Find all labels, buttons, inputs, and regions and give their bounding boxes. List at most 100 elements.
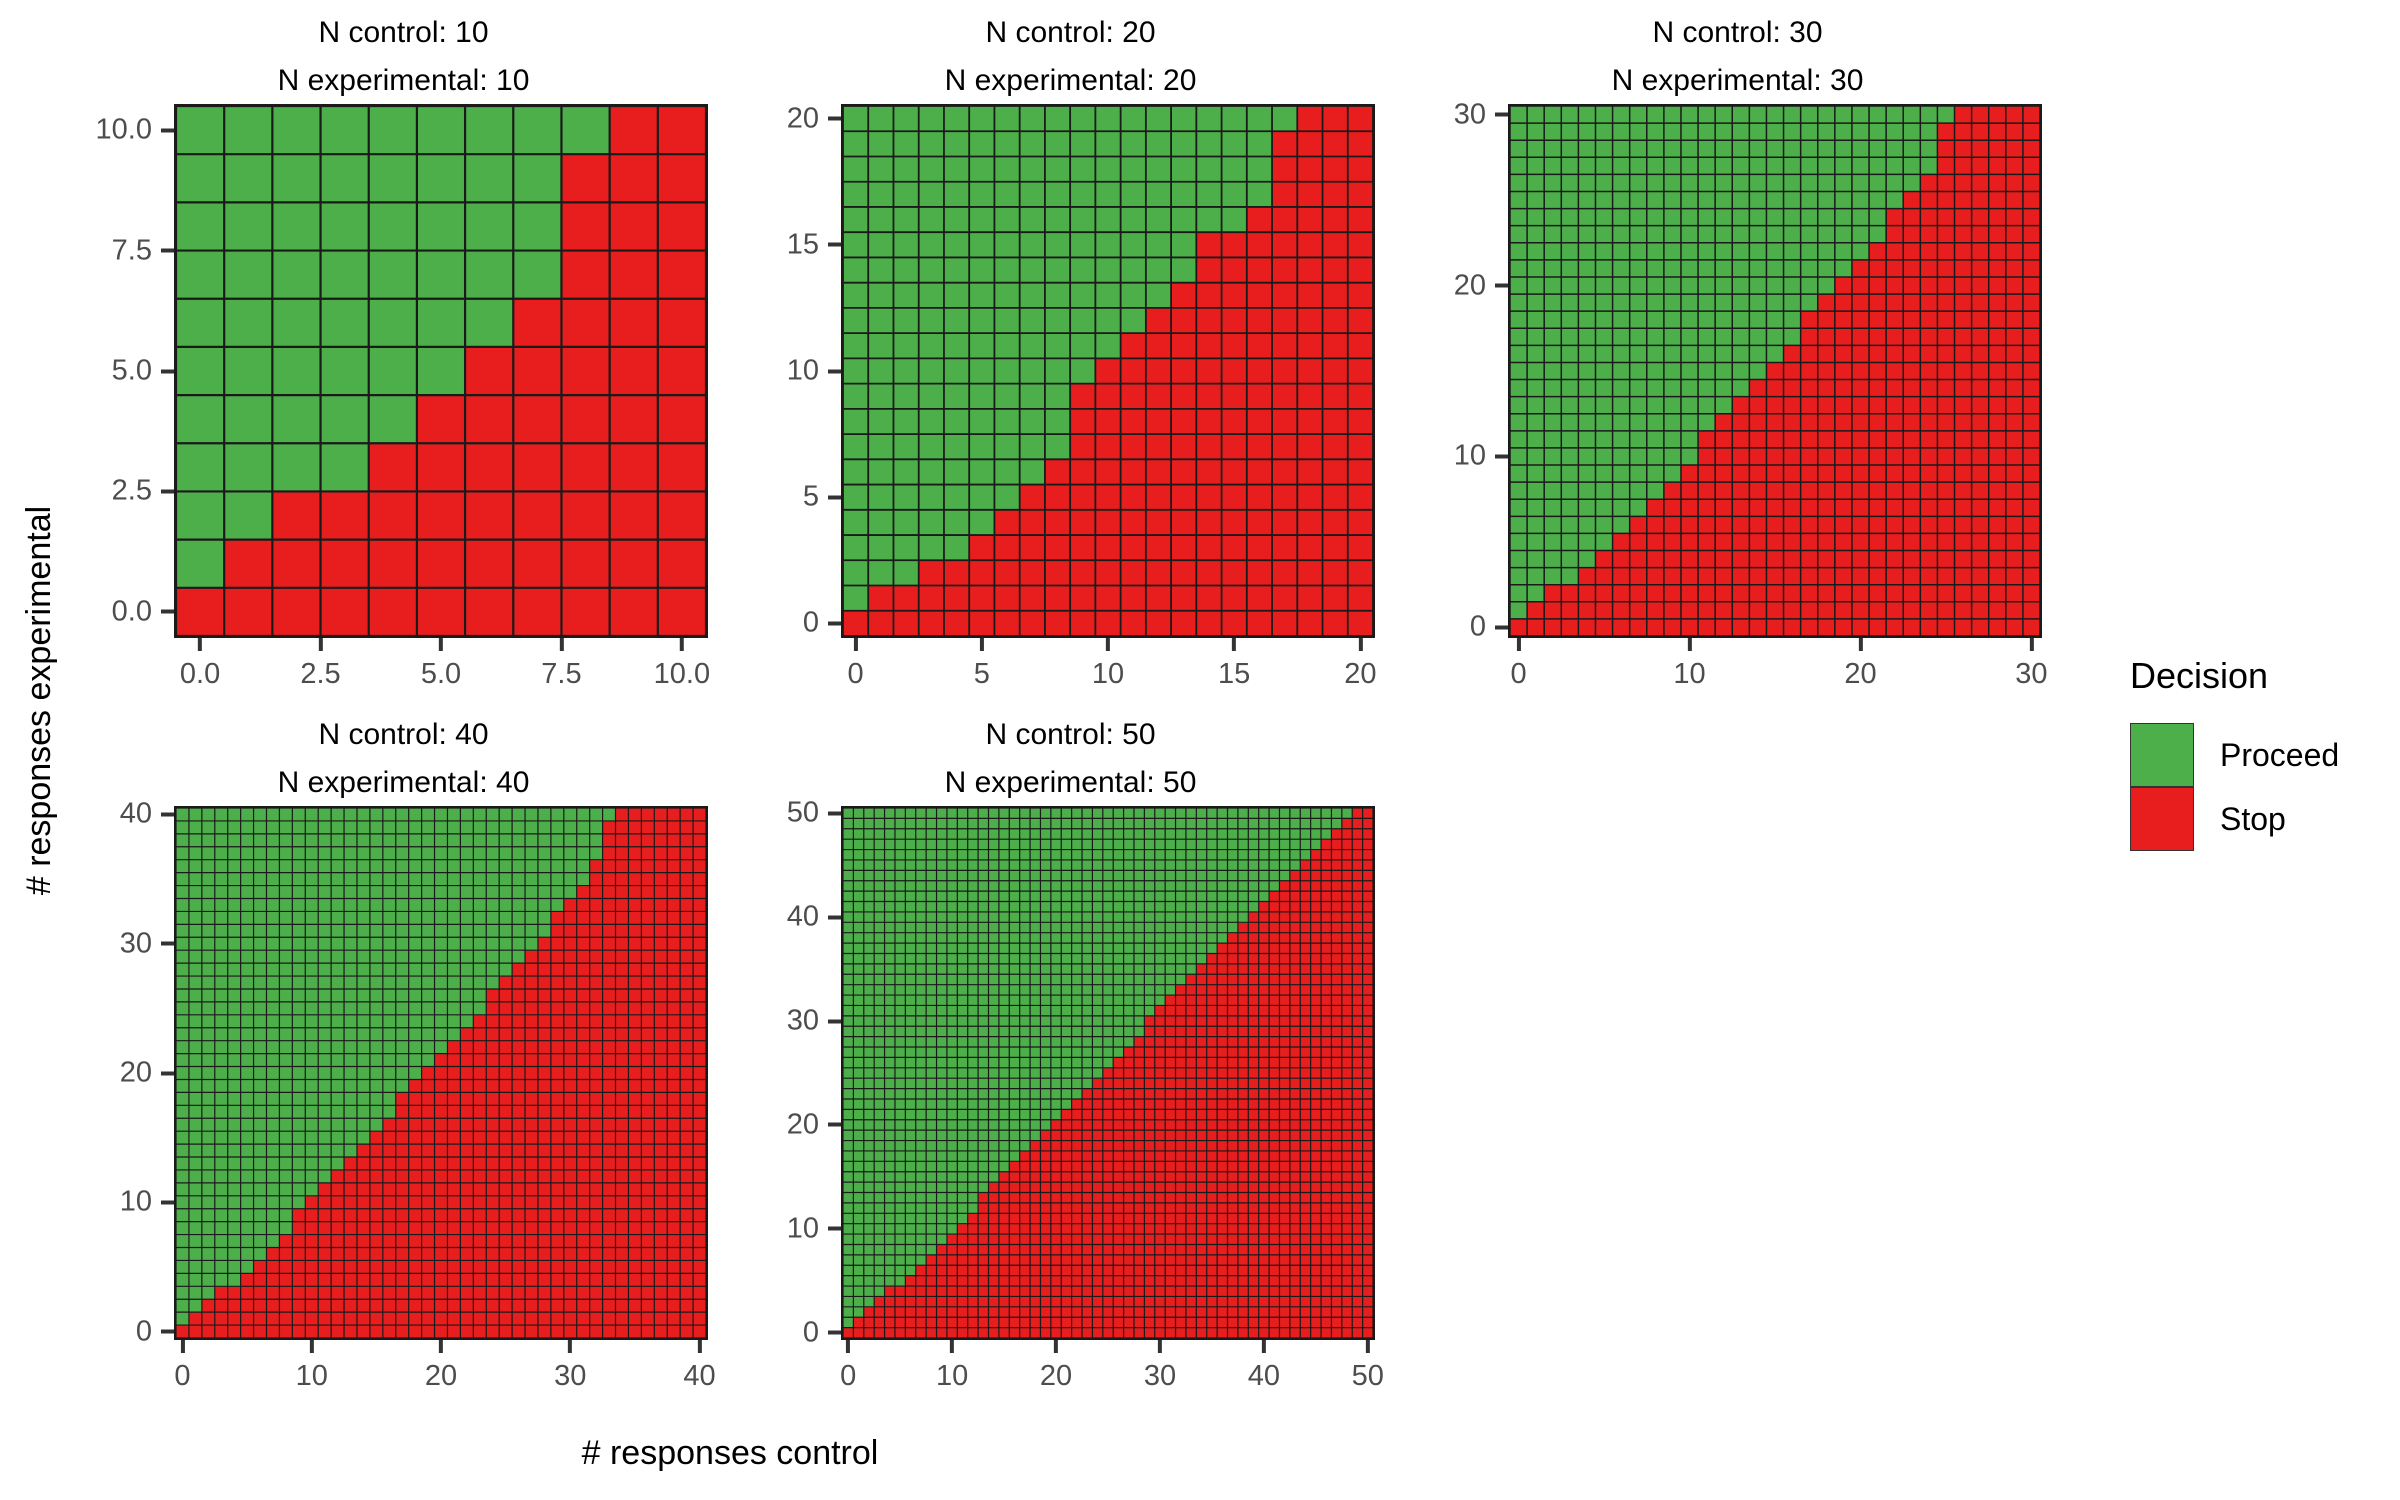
x-tick-label: 2.5 [300,658,341,690]
y-axis: 0.0 2.5 5.0 7.5 10.0 [70,104,174,638]
y-tick: 30 [1454,98,1508,131]
x-tick-label: 0 [840,1360,857,1392]
x-tick: 5 [974,638,990,691]
heatmap-panel [174,104,708,638]
x-tick-label: 40 [1247,1360,1281,1392]
x-tick-label: 20 [1844,658,1877,690]
y-tick-label: 40 [119,797,152,830]
y-tick: 5 [803,481,841,514]
y-tick: 0 [803,1316,841,1349]
y-tick-label: 5 [802,480,819,513]
x-tick-mark [1516,638,1521,651]
x-tick-mark [309,1340,314,1353]
legend: Decision Proceed Stop [2130,655,2392,851]
x-tick-mark [853,638,858,651]
x-tick: 40 [683,1340,716,1393]
legend-label-proceed: Proceed [2220,736,2340,773]
y-tick-label: 10 [786,1212,819,1245]
y-tick-mark [1495,283,1508,288]
x-tick-label: 30 [2015,658,2048,690]
y-tick-label: 2.5 [111,474,152,507]
y-tick-label: 10 [1453,439,1486,472]
x-tick-mark [950,1340,955,1353]
y-tick-mark [161,1200,174,1205]
y-tick: 2.5 [112,475,174,508]
x-tick-label: 50 [1351,1360,1384,1392]
x-tick-label: 10 [1673,658,1706,690]
x-tick-label: 0.0 [179,658,221,690]
x-tick-mark [180,1340,185,1353]
y-tick: 0 [1470,611,1508,644]
facet-grid: N control: 10 N experimental: 10 0.0 2.5 5.0… [70,10,2100,1420]
facet-strip-experimental: N experimental: 30 [1404,58,2071,104]
y-tick-mark [828,1019,841,1024]
y-tick: 20 [787,1108,841,1141]
heatmap-panel [174,806,708,1340]
y-tick-label: 20 [786,1108,819,1141]
x-tick: 0 [848,638,864,691]
y-tick-mark [828,242,841,247]
y-tick: 7.5 [112,234,174,267]
x-tick-label: 0 [847,658,864,690]
facet-row-bottom: N control: 40 N experimental: 40 0 10 20 30 40… [70,712,2100,1414]
x-tick: 30 [1144,1340,1176,1393]
x-tick-label: 10 [1091,658,1125,690]
legend-item-proceed[interactable]: Proceed [2130,723,2392,787]
y-tick-mark [828,495,841,500]
x-axis: 0 10 20 30 40 50 [840,1340,1384,1414]
y-tick-mark [828,811,841,816]
y-tick: 10 [787,1212,841,1245]
y-tick-mark [828,369,841,373]
heatmap-canvas [843,808,1373,1338]
x-tick-label: 20 [1344,658,1377,690]
y-tick-mark [161,369,174,373]
y-tick: 40 [120,798,174,831]
x-tick-mark [1232,638,1237,651]
x-tick-mark [438,638,443,651]
y-tick-mark [828,1330,841,1335]
x-tick: 20 [1844,638,1877,691]
x-tick-mark [2029,638,2034,651]
x-tick-mark [1358,638,1363,651]
x-axis: 0 10 20 30 [1508,638,2048,712]
legend-label-stop: Stop [2220,800,2286,837]
x-axis-title: # responses control [0,1430,1460,1476]
y-tick-mark [828,915,841,920]
x-tick-mark [1157,1340,1162,1353]
x-tick: 20 [1040,1340,1072,1393]
y-tick-label: 10 [786,354,819,387]
y-tick-label: 50 [786,796,819,829]
x-tick-mark [979,638,984,651]
y-tick-label: 20 [786,102,819,135]
y-tick-mark [161,489,174,494]
y-tick: 50 [787,797,841,830]
y-tick: 0 [803,607,841,640]
x-tick: 10.0 [654,638,710,691]
heatmap-panel [841,806,1375,1340]
y-tick-label: 0 [1469,610,1486,643]
heatmap-panel [1508,104,2042,638]
facet-n-40: N control: 40 N experimental: 40 0 10 20 30 40… [70,712,737,1414]
legend-item-stop[interactable]: Stop [2130,787,2392,851]
facet-strip-experimental: N experimental: 50 [737,760,1404,806]
x-tick-label: 30 [1143,1360,1177,1392]
y-axis-title-text: # responses experimental [20,505,59,895]
y-tick: 10.0 [96,114,174,147]
y-tick-mark [828,1122,841,1127]
x-tick-label: 20 [1039,1360,1073,1392]
x-tick-mark [1054,1340,1059,1353]
x-tick-label: 7.5 [541,658,582,690]
facet-strip-control: N control: 40 [70,712,737,758]
y-tick-label: 10 [119,1185,152,1218]
y-tick-label: 30 [786,1004,819,1037]
x-tick: 7.5 [541,638,582,691]
x-tick-mark [1261,1340,1266,1353]
x-tick-mark [198,638,203,651]
x-tick-label: 15 [1218,658,1251,690]
x-tick-mark [438,1340,443,1353]
x-tick: 30 [554,1340,586,1393]
y-axis-title: # responses experimental [10,0,70,1400]
x-axis: 0 5 10 15 20 [841,638,1377,712]
legend-title: Decision [2130,655,2269,696]
y-tick-label: 0 [802,606,819,639]
